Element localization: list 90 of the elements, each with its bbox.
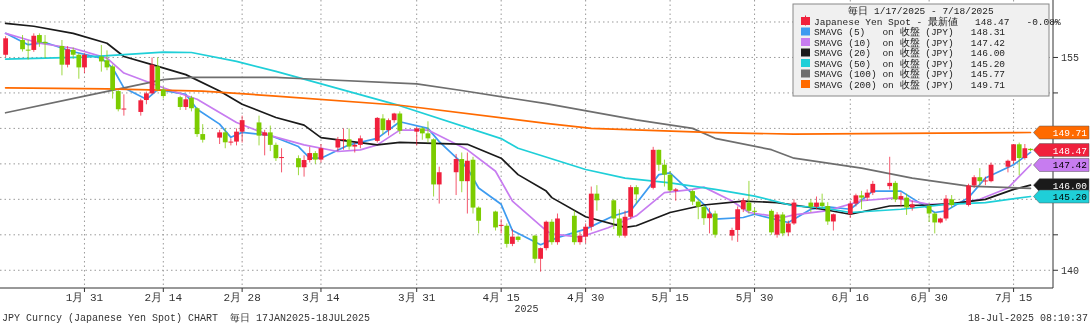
candlestick (662, 159, 667, 188)
candlestick (966, 183, 971, 207)
x-tick-label: 2月 14 (144, 292, 183, 304)
legend-label: SMAVG (10) on 收盤 (JPY) 147.42 (814, 36, 1006, 49)
candlestick (859, 190, 864, 210)
annotation: 148.47 (1052, 145, 1087, 157)
x-tick-label: 7月 15 (994, 292, 1033, 304)
candlestick (712, 210, 718, 239)
x-tick-label: 3月 14 (302, 292, 341, 304)
x-tick-label: 6月 16 (831, 292, 869, 304)
candlestick (769, 208, 774, 236)
legend-label: SMAVG (50) on 收盤 (JPY) 145.20 (814, 57, 1006, 70)
x-tick-label: 1月 31 (65, 292, 104, 304)
candlestick (707, 207, 712, 234)
candlestick (892, 180, 898, 203)
candlestick (31, 32, 37, 53)
candlestick (780, 211, 786, 237)
tag: 145.20 (1033, 189, 1090, 204)
text: JPY Curncy (Japanese Yen Spot) CHART 毎日 17JAN2025-18JUL2025 (2, 312, 371, 323)
legend-label: SMAVG (100) on 收盤 (JPY) 145.77 (814, 68, 1006, 80)
y-tick-label: 140 (1061, 265, 1080, 277)
candlestick (538, 247, 543, 273)
candlestick (887, 156, 893, 190)
candlestick (82, 52, 87, 74)
candlestick (1016, 142, 1022, 176)
legend-label: Japanese Yen Spot - 最新値 148.47 -0.08% (814, 15, 1061, 28)
candlestick (611, 198, 617, 230)
tag: 149.71 (1033, 125, 1090, 140)
candlestick (296, 154, 301, 176)
tag: 148.47 (1033, 143, 1090, 157)
x-tick-label: 6月 30 (910, 292, 948, 304)
candlestick (549, 218, 555, 246)
legend-label: SMAVG (5) on 收盤 (JPY) 148.31 (814, 26, 1006, 38)
candlestick (279, 147, 284, 173)
x-axis-title: 2025 (514, 304, 539, 315)
candlestick (453, 153, 459, 196)
candlestick (262, 129, 268, 156)
candlestick (819, 193, 825, 209)
candlestick (155, 56, 161, 93)
candlestick (633, 184, 639, 205)
text: 18-Jul-2025 08:10:37 (967, 313, 1088, 323)
y-tick-label: 155 (1061, 52, 1080, 64)
candlestick (115, 89, 121, 112)
candlestick (504, 222, 510, 249)
x-tick-label: 2月 28 (223, 292, 261, 304)
annotation: 149.71 (1052, 128, 1088, 140)
candlestick (735, 205, 741, 243)
candlestick (222, 127, 228, 149)
candlestick (397, 110, 403, 135)
x-tick-label: 4月 15 (482, 292, 520, 304)
candlestick (493, 210, 498, 232)
candlestick (346, 127, 352, 151)
x-tick-label: 3月 31 (397, 292, 436, 304)
x-tick-label: 5月 15 (651, 292, 689, 304)
candlestick (926, 203, 932, 223)
candlestick (374, 116, 380, 144)
candlestick (464, 152, 470, 215)
candlestick (498, 218, 504, 234)
legend-title: 毎日 1/17/2025 - 7/18/2025 (848, 5, 995, 17)
legend-label: SMAVG (200) on 收盤 (JPY) 149.71 (814, 78, 1006, 91)
candlestick (436, 166, 442, 205)
candlestick (825, 201, 831, 226)
candlestick (808, 198, 814, 213)
candlestick (3, 35, 9, 58)
annotation: 146.00 (1052, 180, 1088, 192)
annotation: 147.42 (1052, 160, 1088, 172)
legend-label: SMAVG (20) on 收盤 (JPY) 146.00 (814, 47, 1006, 59)
candlestick (267, 125, 273, 152)
candlestick (121, 93, 127, 117)
x-tick-label: 5月 30 (735, 292, 774, 304)
x-tick-label: 4月 30 (566, 292, 605, 304)
candlestick (555, 213, 560, 246)
candlestick (932, 211, 938, 234)
candlestick (228, 137, 234, 146)
candlestick (239, 115, 245, 144)
candlestick (1011, 143, 1016, 165)
candlestick (617, 208, 622, 239)
candlestick (414, 126, 420, 146)
candlestick (25, 39, 31, 61)
tag: 147.42 (1033, 158, 1090, 172)
candlestick (904, 193, 909, 216)
candlestick (695, 198, 701, 220)
candlestick (65, 45, 70, 68)
candlestick (200, 123, 206, 144)
candlestick (476, 205, 482, 234)
candlestick (701, 204, 707, 226)
candlestick (594, 184, 600, 212)
annotation: 145.20 (1052, 191, 1088, 203)
candlestick (76, 52, 82, 80)
candlestick (459, 152, 465, 193)
